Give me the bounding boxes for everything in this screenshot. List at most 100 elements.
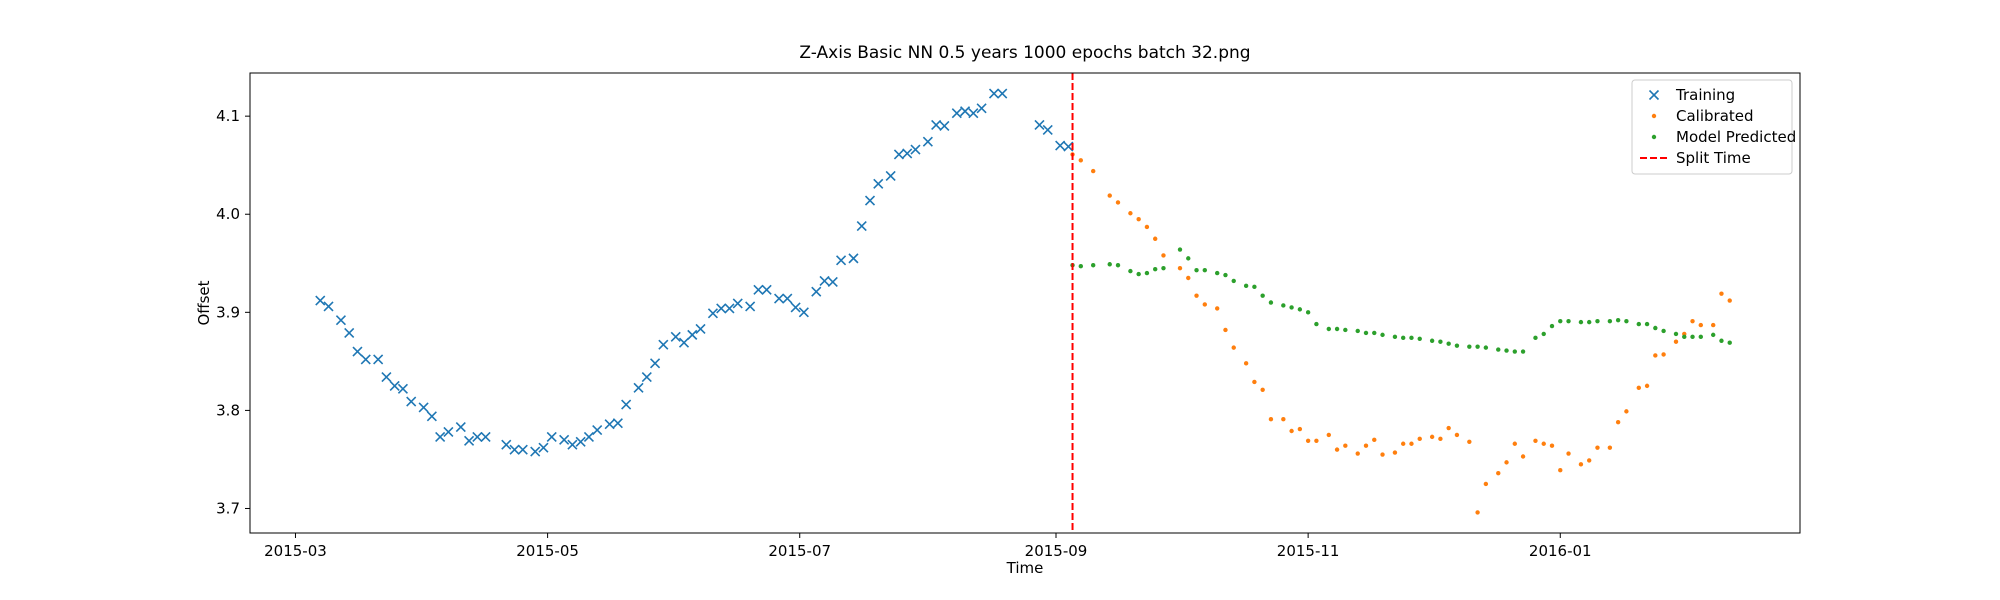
data-point: [1615, 419, 1621, 425]
data-point: [1615, 317, 1621, 323]
data-point: [373, 354, 384, 365]
data-point: [1260, 387, 1265, 393]
data-point: [1624, 409, 1629, 414]
data-point: [1372, 437, 1377, 443]
data-point: [1409, 441, 1414, 446]
data-point: [1587, 319, 1592, 325]
data-point: [1438, 339, 1443, 344]
data-point: [455, 422, 466, 433]
data-point: [650, 358, 661, 369]
data-point: [381, 371, 392, 383]
data-point: [885, 170, 896, 182]
data-point: [426, 411, 437, 422]
data-point: [960, 106, 971, 117]
data-point: [1297, 426, 1303, 432]
data-point: [1202, 302, 1208, 307]
data-point: [745, 301, 756, 312]
data-point: [1355, 451, 1360, 456]
data-point: [910, 144, 921, 155]
data-point: [406, 396, 417, 407]
data-point: [1268, 417, 1274, 422]
data-point: [1607, 318, 1613, 324]
data-point: [1719, 291, 1724, 296]
data-point: [1549, 323, 1555, 329]
data-point: [1475, 344, 1480, 349]
x-tick-label: 2015-09: [1025, 542, 1088, 560]
data-point: [1558, 318, 1563, 324]
data-point: [1587, 458, 1592, 463]
data-point: [592, 424, 603, 436]
data-point: [1541, 331, 1546, 337]
data-point: [1305, 438, 1311, 444]
data-point: [315, 295, 326, 306]
data-point: [1363, 330, 1369, 336]
data-point: [1136, 216, 1141, 222]
y-tick-label: 3.7: [216, 499, 240, 517]
data-point: [1355, 328, 1360, 334]
plot-frame: [249, 72, 1801, 534]
data-point: [951, 108, 962, 119]
data-point: [464, 435, 475, 446]
data-point: [530, 446, 541, 457]
y-tick-label: 4.1: [216, 107, 240, 125]
data-point: [1161, 265, 1166, 271]
data-point: [1252, 379, 1257, 385]
data-point: [1144, 270, 1150, 276]
data-point: [856, 220, 867, 232]
data-point: [1231, 278, 1236, 284]
data-point: [1243, 283, 1249, 289]
data-point: [1483, 481, 1489, 487]
data-point: [716, 303, 727, 314]
data-point: [1252, 284, 1257, 290]
data-point: [732, 298, 743, 309]
data-point: [1496, 347, 1501, 352]
data-point: [1475, 510, 1480, 515]
x-tick-label: 2015-05: [516, 542, 579, 560]
data-point: [633, 382, 644, 393]
data-point: [1533, 335, 1538, 341]
data-point: [922, 136, 933, 147]
data-point: [1578, 462, 1584, 467]
data-point: [1429, 338, 1435, 343]
legend-label: Model Predicted: [1676, 128, 1796, 146]
data-point: [1636, 385, 1642, 391]
data-point: [1719, 338, 1724, 343]
data-point: [1438, 436, 1443, 442]
data-point: [1186, 256, 1191, 261]
data-point: [873, 178, 884, 189]
data-point: [968, 108, 979, 119]
data-point: [1231, 345, 1236, 350]
data-point: [435, 431, 446, 442]
data-point: [707, 308, 718, 319]
data-point: [1091, 168, 1096, 174]
data-point: [1326, 326, 1332, 332]
data-point: [1186, 275, 1191, 281]
x-tick-label: 2015-03: [264, 542, 327, 560]
data-point: [1467, 439, 1472, 444]
data-point: [559, 434, 570, 445]
legend: Training Calibrated Model Predicted Split T…: [1631, 79, 1796, 175]
data-point: [517, 444, 528, 455]
data-point: [1268, 300, 1274, 305]
data-point: [1091, 263, 1096, 268]
data-point: [1520, 454, 1526, 459]
data-point: [1115, 263, 1121, 268]
data-point: [724, 303, 735, 314]
data-point: [1223, 272, 1228, 278]
data-point: [1055, 140, 1066, 151]
x-axis-label: Time: [1006, 559, 1044, 577]
data-point: [976, 103, 987, 114]
data-point: [389, 380, 400, 391]
data-point: [1115, 200, 1121, 205]
data-point: [546, 431, 557, 442]
data-point: [864, 195, 876, 206]
x-tick-label: 2016-01: [1529, 542, 1592, 560]
data-point: [1661, 328, 1666, 334]
data-point: [583, 431, 594, 442]
data-point: [1260, 293, 1265, 298]
data-point: [1446, 341, 1451, 346]
data-point: [1334, 447, 1340, 452]
data-point: [1698, 334, 1704, 340]
data-point: [1711, 332, 1716, 338]
